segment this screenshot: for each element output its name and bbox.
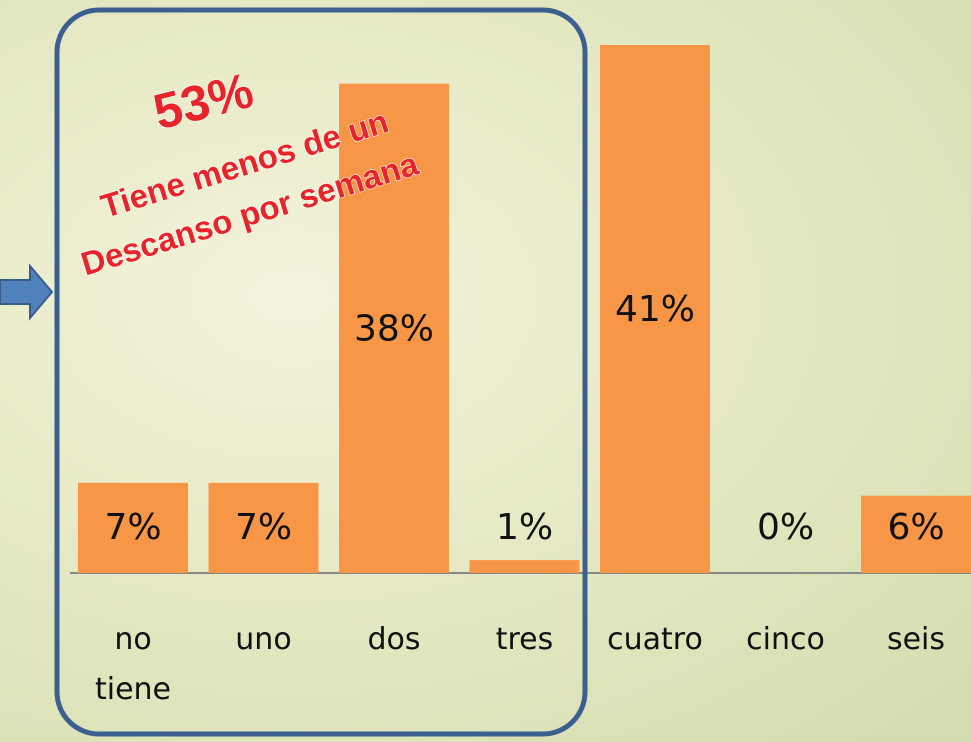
- x-tick-label: no tiene: [94, 622, 172, 707]
- x-tick-label: cuatro: [607, 622, 703, 657]
- bar: [208, 482, 319, 573]
- bar: [469, 560, 580, 573]
- bar: [339, 83, 449, 573]
- data-label: 41%: [615, 289, 695, 330]
- data-label: 38%: [354, 308, 434, 349]
- x-tick-label: tres: [495, 622, 554, 657]
- x-tick-label: dos: [367, 622, 421, 657]
- data-label: 6%: [887, 507, 944, 548]
- data-label: 7%: [104, 507, 161, 548]
- bar: [78, 482, 188, 573]
- data-label: 0%: [757, 507, 814, 548]
- annotation: 53%: [148, 62, 259, 141]
- x-tick-label: seis: [886, 622, 946, 657]
- data-label: 7%: [235, 507, 292, 548]
- highlight-box: [54, 7, 588, 737]
- arrow: [0, 263, 54, 321]
- x-tick-label: cinco: [746, 622, 825, 657]
- bar: [861, 495, 971, 573]
- data-label: 1%: [496, 507, 553, 548]
- x-tick-label: uno: [235, 622, 292, 657]
- bar: [600, 45, 710, 573]
- bars: 7% 7% 38% 1% 41% 0% 6%: [78, 45, 971, 573]
